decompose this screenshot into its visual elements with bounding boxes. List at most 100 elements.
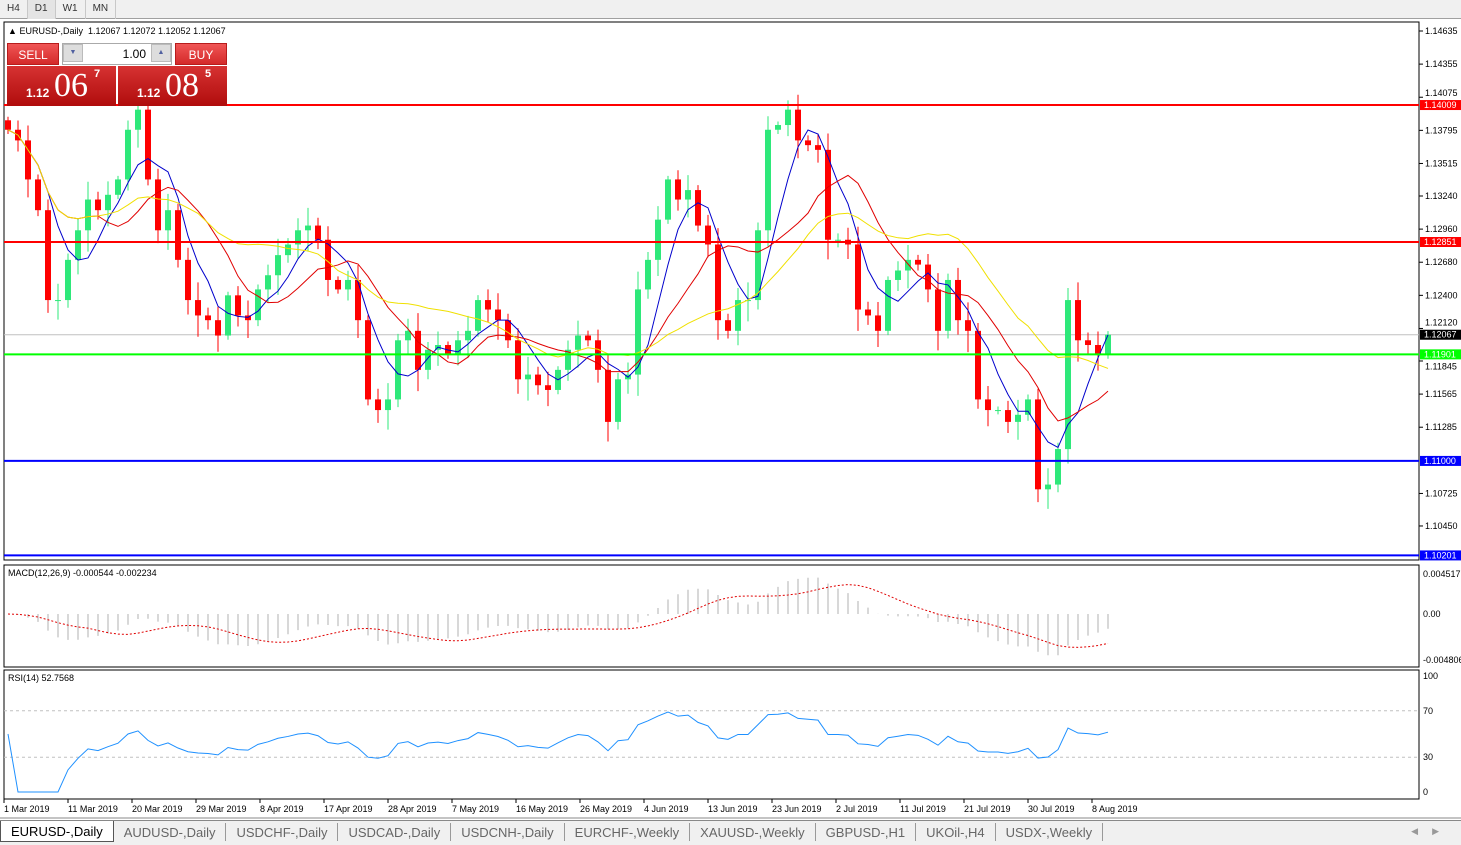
bull-candle xyxy=(165,210,171,231)
bear-candle xyxy=(185,259,191,301)
bull-candle xyxy=(1105,334,1111,355)
price-axis-label: 1.14355 xyxy=(1425,59,1458,69)
bear-candle xyxy=(205,315,211,321)
bear-candle xyxy=(1005,410,1011,422)
timeframe-mn[interactable]: MN xyxy=(86,0,117,19)
ma-fast-line xyxy=(7,129,1109,449)
lot-increase-icon[interactable]: ▲ xyxy=(151,44,171,62)
bull-candle xyxy=(125,129,131,180)
bear-candle xyxy=(675,179,681,200)
bear-candle xyxy=(1095,345,1101,355)
chart-tab[interactable]: USDCAD-,Daily xyxy=(338,823,452,841)
sell-price-prefix: 1.12 xyxy=(26,86,50,100)
price-axis-label: 1.12400 xyxy=(1425,290,1458,300)
date-axis-label: 23 Jun 2019 xyxy=(772,804,822,814)
price-axis-label: 1.11285 xyxy=(1425,422,1457,432)
price-axis-label: 1.11565 xyxy=(1425,389,1457,399)
price-tag xyxy=(1420,100,1461,111)
bull-candle xyxy=(305,225,311,231)
bull-candle xyxy=(765,129,771,231)
bear-candle xyxy=(335,279,341,290)
date-axis-label: 7 May 2019 xyxy=(452,804,499,814)
buy-button[interactable]: BUY xyxy=(175,43,227,65)
price-tag xyxy=(1420,550,1461,561)
triangle-up-icon[interactable]: ▲ xyxy=(8,26,17,36)
macd-panel xyxy=(3,564,1420,668)
bull-candle xyxy=(255,289,261,321)
lot-value[interactable]: 1.00 xyxy=(122,47,146,61)
date-axis-label: 11 Jul 2019 xyxy=(900,804,946,814)
bear-candle xyxy=(175,210,181,260)
bull-candle xyxy=(1045,484,1051,490)
date-axis-label: 13 Jun 2019 xyxy=(708,804,758,814)
buy-price[interactable]: 1.12 08 5 xyxy=(118,66,227,106)
bull-candle xyxy=(275,255,281,276)
bull-candle xyxy=(295,230,301,245)
price-tag-label: 1.10201 xyxy=(1424,550,1457,560)
chart-tab[interactable]: USDCHF-,Daily xyxy=(226,823,339,841)
symbol-label: EURUSD-,Daily xyxy=(19,26,83,36)
bull-candle xyxy=(565,349,571,370)
bear-candle xyxy=(855,244,861,310)
sell-button[interactable]: SELL xyxy=(7,43,59,65)
timeframe-w1[interactable]: W1 xyxy=(56,0,86,19)
bull-candle xyxy=(525,374,531,380)
date-axis-label: 17 Apr 2019 xyxy=(324,804,373,814)
bull-candle xyxy=(65,259,71,301)
chart-tab[interactable]: EURUSD-,Daily xyxy=(0,821,114,842)
bear-candle xyxy=(955,279,961,321)
tab-scroll-arrows[interactable]: ◀▶ xyxy=(1411,826,1453,836)
date-axis-label: 20 Mar 2019 xyxy=(132,804,183,814)
chart-tab[interactable]: EURCHF-,Weekly xyxy=(565,823,691,841)
lot-size-input[interactable]: 1.00 xyxy=(62,43,172,65)
bull-candle xyxy=(135,109,141,130)
chart-tab[interactable]: XAUUSD-,Weekly xyxy=(690,823,816,841)
chart-tab[interactable]: USDCNH-,Daily xyxy=(451,823,565,841)
bear-candle xyxy=(315,225,321,240)
bull-candle xyxy=(615,379,621,422)
bull-candle xyxy=(395,340,401,400)
date-axis-label: 2 Jul 2019 xyxy=(836,804,878,814)
sell-price-fraction: 7 xyxy=(94,68,101,80)
bear-candle xyxy=(155,179,161,231)
chart-tab[interactable]: AUDUSD-,Daily xyxy=(114,823,227,841)
bull-candle xyxy=(1065,300,1071,450)
bear-candle xyxy=(215,320,221,336)
bear-candle xyxy=(925,264,931,290)
bull-candle xyxy=(115,179,121,195)
timeframe-d1[interactable]: D1 xyxy=(27,0,56,19)
ma-mid-line xyxy=(7,129,1109,422)
lot-decrease-icon[interactable]: ▼ xyxy=(63,44,83,62)
chart-tab[interactable]: UKOil-,H4 xyxy=(916,823,996,841)
bear-candle xyxy=(235,295,241,316)
bull-candle xyxy=(425,349,431,370)
bear-candle xyxy=(1085,340,1091,346)
bear-candle xyxy=(505,320,511,341)
bull-candle xyxy=(85,199,91,231)
bull-candle xyxy=(905,259,911,271)
bear-candle xyxy=(915,259,921,265)
current-price-tag xyxy=(1420,329,1461,340)
bull-candle xyxy=(455,340,461,355)
date-axis-label: 8 Apr 2019 xyxy=(260,804,304,814)
sell-price[interactable]: 1.12 06 7 xyxy=(7,66,116,106)
chart-tab[interactable]: USDX-,Weekly xyxy=(996,823,1104,841)
bear-candle xyxy=(365,320,371,400)
bear-candle xyxy=(1035,399,1041,490)
bull-candle xyxy=(265,275,271,290)
bull-candle xyxy=(755,230,761,301)
bear-candle xyxy=(725,320,731,331)
one-click-trading-panel: SELL 1.00 ▼ ▲ BUY 1.12 06 7 1.12 08 5 xyxy=(7,43,227,106)
bear-candle xyxy=(805,140,811,146)
chart-tab[interactable]: GBPUSD-,H1 xyxy=(816,823,917,841)
date-axis-label: 29 Mar 2019 xyxy=(196,804,247,814)
timeframe-h4[interactable]: H4 xyxy=(0,0,28,19)
bull-candle xyxy=(655,219,661,260)
date-axis-label: 4 Jun 2019 xyxy=(644,804,689,814)
rsi-axis-label: 100 xyxy=(1423,671,1438,681)
price-axis-label: 1.10450 xyxy=(1425,521,1458,531)
bull-candle xyxy=(1055,449,1061,485)
bull-candle xyxy=(475,300,481,331)
bull-candle xyxy=(55,300,61,302)
